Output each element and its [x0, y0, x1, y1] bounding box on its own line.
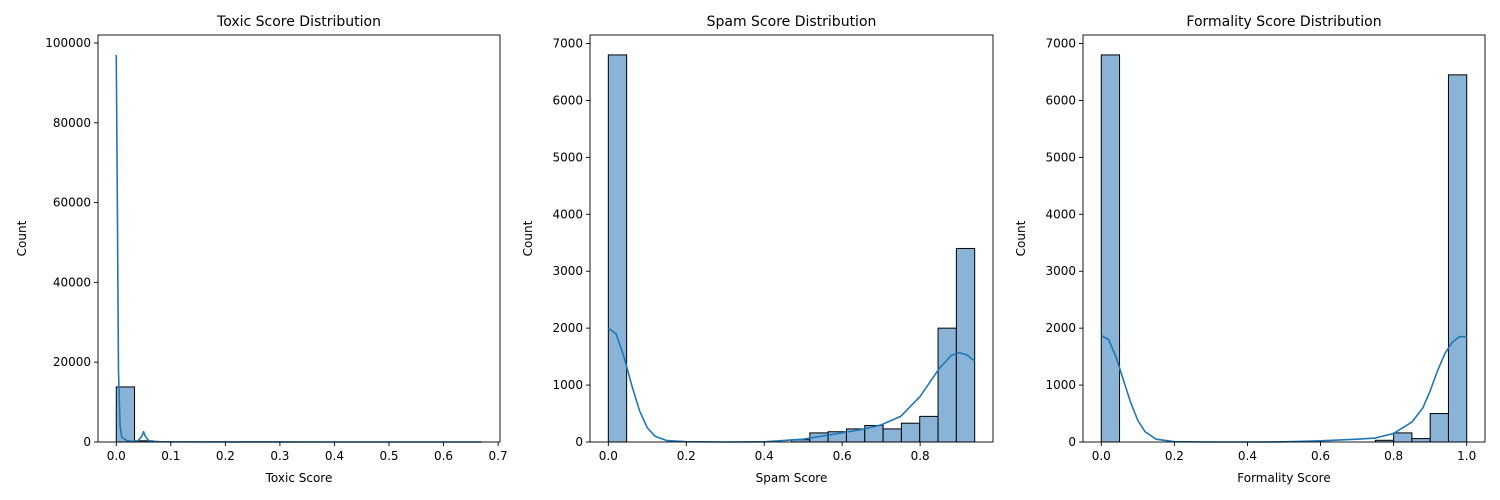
y-tick-label: 2000: [1045, 321, 1076, 335]
histogram-bar: [900, 422, 921, 443]
x-tick-label: 0.2: [216, 449, 235, 463]
y-tick-label: 7000: [552, 37, 583, 51]
y-tick-label: 6000: [1045, 93, 1076, 107]
y-tick-label: 4000: [552, 207, 583, 221]
histogram-bar: [955, 247, 976, 443]
x-tick-label: 0.3: [270, 449, 289, 463]
axes-frame: [589, 34, 994, 443]
y-axis-label: Count: [521, 220, 535, 256]
x-tick-label: 0.0: [1092, 449, 1111, 463]
subplot-1: 0.0 0.1 0.2 0.3 0.4 0.5 0.6 0.7 0 20000 40000 60000…: [15, 14, 508, 485]
y-tick-label: 0: [575, 435, 583, 449]
y-tick-label: 7000: [1045, 37, 1076, 51]
y-tick-label: 100000: [45, 36, 91, 50]
x-tick-label: 0.4: [755, 449, 774, 463]
axes-frame: [1082, 34, 1486, 443]
y-tick-label: 80000: [53, 116, 91, 130]
histogram-bar: [919, 415, 939, 443]
x-axis-label: Spam Score: [756, 471, 828, 485]
histogram-bar: [607, 54, 628, 443]
y-axis-label: Count: [15, 220, 29, 256]
histogram-bar: [1411, 438, 1431, 443]
y-tick-label: 5000: [552, 150, 583, 164]
x-tick-label: 0.8: [911, 449, 930, 463]
y-tick-label: 6000: [552, 93, 583, 107]
histogram-bar: [937, 327, 957, 443]
x-tick-label: 1.0: [1457, 449, 1476, 463]
x-tick-label: 0.5: [379, 449, 398, 463]
histogram-bar: [882, 428, 902, 443]
y-axis-label: Count: [1014, 220, 1028, 256]
histogram-bar: [1100, 54, 1121, 443]
x-axis-label: Toxic Score: [265, 471, 333, 485]
chart-title: Toxic Score Distribution: [216, 14, 381, 30]
x-tick-label: 0.0: [107, 449, 126, 463]
x-tick-label: 0.6: [434, 449, 453, 463]
x-tick-label: 0.2: [1165, 449, 1184, 463]
histogram-bar: [1429, 413, 1449, 443]
y-tick-label: 40000: [53, 275, 91, 289]
y-tick-label: 4000: [1045, 207, 1076, 221]
subplot-2: 0.0 0.2 0.4 0.6 0.8 0 1000 2000 3000 4000 5000 6000…: [521, 14, 994, 485]
histogram-bar: [1393, 432, 1413, 443]
x-tick-label: 0.0: [599, 449, 618, 463]
kde-line: [115, 54, 482, 443]
y-tick-label: 3000: [552, 264, 583, 278]
y-tick-label: 1000: [1045, 378, 1076, 392]
y-tick-label: 5000: [1045, 150, 1076, 164]
y-tick-label: 60000: [53, 196, 91, 210]
x-tick-label: 0.1: [161, 449, 180, 463]
histogram-bar: [1447, 74, 1468, 443]
x-tick-label: 0.2: [677, 449, 696, 463]
y-tick-label: 0: [1068, 435, 1076, 449]
subplot-3: 0.0 0.2 0.4 0.6 0.8 1.0 0 1000 2000 3000 4000 5000 6…: [1014, 14, 1486, 485]
kde-line: [1100, 334, 1467, 443]
kde-line: [607, 327, 976, 443]
x-tick-label: 0.8: [1384, 449, 1403, 463]
x-tick-label: 0.6: [833, 449, 852, 463]
y-tick-label: 1000: [552, 378, 583, 392]
x-tick-label: 0.6: [1311, 449, 1330, 463]
x-tick-label: 0.4: [1238, 449, 1257, 463]
y-tick-label: 3000: [1045, 264, 1076, 278]
x-tick-label: 0.4: [325, 449, 344, 463]
x-tick-label: 0.7: [489, 449, 508, 463]
x-axis-label: Formality Score: [1237, 471, 1330, 485]
y-tick-label: 0: [83, 435, 91, 449]
chart-title: Formality Score Distribution: [1186, 14, 1381, 30]
axes-frame: [97, 34, 501, 443]
y-tick-label: 2000: [552, 321, 583, 335]
chart-title: Spam Score Distribution: [707, 14, 877, 30]
y-tick-label: 20000: [53, 355, 91, 369]
